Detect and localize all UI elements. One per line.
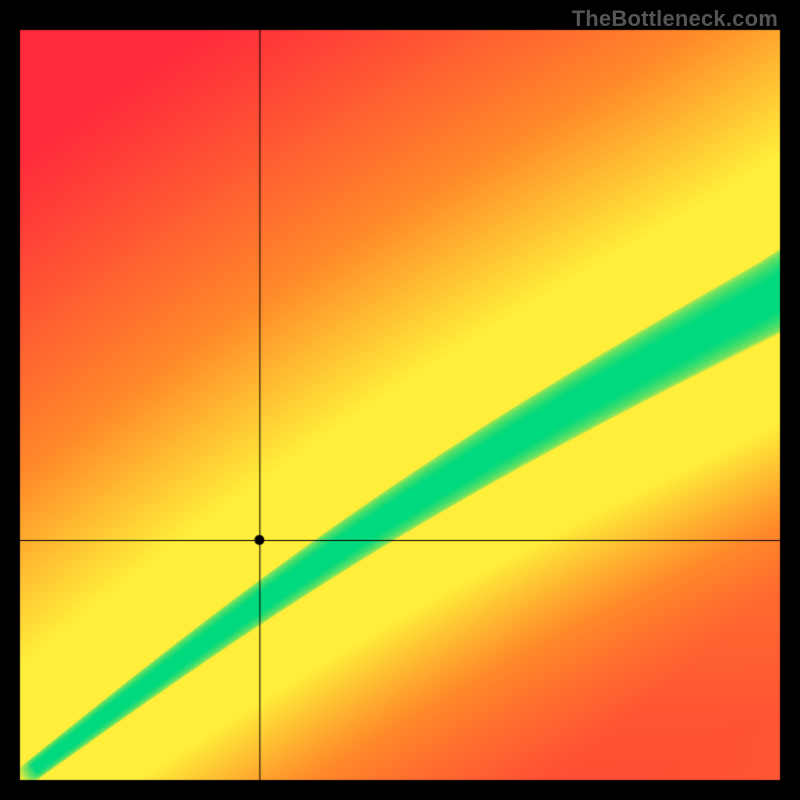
- chart-container: { "watermark": { "text": "TheBottleneck.…: [0, 0, 800, 800]
- heatmap-canvas: [0, 0, 800, 800]
- watermark-text: TheBottleneck.com: [572, 6, 778, 32]
